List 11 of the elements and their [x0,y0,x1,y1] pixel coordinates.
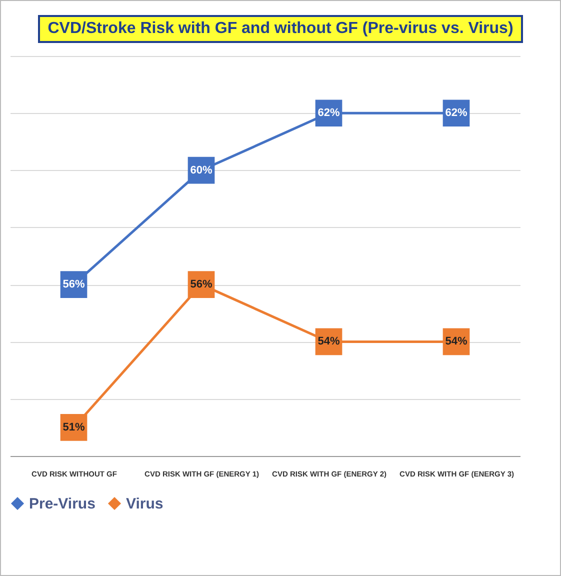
data-label: 51% [62,421,85,434]
data-label: 54% [318,336,340,348]
data-label: 56% [62,278,85,291]
chart-title: CVD/Stroke Risk with GF and without GF (Pre-virus vs. Virus) [38,15,524,43]
legend-label: Virus [126,496,164,513]
data-label: 62% [318,107,340,120]
legend-label: Pre-Virus [29,496,96,513]
data-label: 62% [445,107,468,120]
data-label: 56% [190,278,212,291]
data-label: 60% [190,164,212,176]
data-label: 54% [445,336,468,348]
